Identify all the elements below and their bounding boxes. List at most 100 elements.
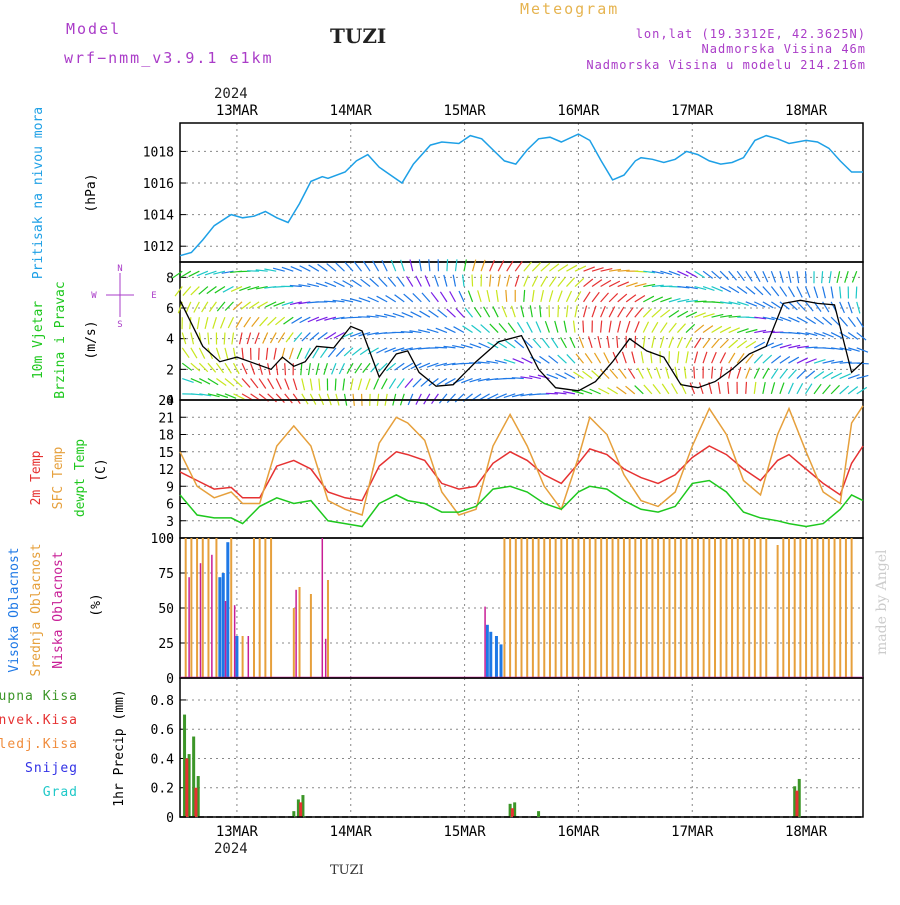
wind-barb-682 (823, 287, 826, 299)
wind-barb-394 (549, 277, 556, 287)
cloud-bar-1-28 (572, 538, 574, 678)
wind-barb-637 (780, 287, 787, 297)
wind-barb-448 (601, 280, 611, 286)
temp-ytick-label-7: 21 (158, 411, 174, 426)
wind-barb-504 (653, 384, 660, 393)
wind-barb-366 (524, 290, 525, 302)
wind-barb-3 (182, 348, 189, 358)
wind-barb-191 (355, 363, 362, 373)
wind-barb-459 (607, 388, 617, 394)
wind-barb-367 (524, 275, 529, 286)
wind-barb-645 (788, 302, 797, 310)
temp-ylabel-sfc: SFC Temp (51, 447, 66, 510)
wind-barb-647 (788, 271, 791, 283)
wind-barb-100 (276, 379, 281, 390)
wind-barb-425 (576, 354, 584, 363)
cloud-bar-1-76 (851, 538, 853, 678)
wind-barb-250 (407, 276, 413, 286)
precip-bar-1-1 (194, 788, 197, 817)
cloud-bar-1-29 (577, 538, 579, 678)
wind-barb-168 (324, 301, 336, 302)
wind-barb-575 (720, 271, 728, 279)
wind-barb-190 (358, 379, 361, 391)
wind-barb-527 (677, 311, 687, 317)
wind-barb-164 (332, 363, 336, 374)
top-date-label-0: 13MAR (216, 103, 259, 119)
wind-barb-359 (515, 261, 522, 271)
cloud-bar-1-1 (190, 538, 192, 678)
wind-barb-473 (626, 307, 633, 317)
wind-barb-297 (455, 394, 464, 402)
wind-barb-541 (694, 367, 695, 379)
wind-barb-135 (310, 394, 315, 405)
wind-barb-55 (234, 379, 243, 387)
wind-barb-99 (276, 394, 284, 403)
cloud-bar-1-46 (674, 538, 676, 678)
wind-barb-482 (635, 308, 643, 317)
wind-barb-508 (660, 323, 667, 333)
wind-barb-110 (285, 363, 286, 375)
wind-barb-439 (592, 280, 602, 287)
wind-barb-453 (607, 336, 609, 348)
wind-barb-490 (643, 322, 648, 333)
wind-barb-498 (652, 336, 654, 348)
wind-barb-163 (335, 379, 336, 391)
wind-barb-287 (447, 259, 448, 271)
wind-barb-196 (352, 280, 362, 287)
wind-barb-666 (814, 384, 821, 394)
compass-s-label: S (117, 320, 122, 330)
cloud-bar-1-57 (737, 538, 739, 678)
wind-barb-20 (199, 363, 207, 372)
wind-barb-375 (532, 290, 534, 302)
wind-barb-577 (729, 367, 732, 379)
wind-barb-361 (512, 378, 524, 379)
cloud-bar-1-48 (686, 538, 688, 678)
wind-barb-374 (530, 305, 532, 317)
year-top: 2024 (214, 86, 248, 102)
wind-barb-275 (429, 310, 439, 317)
wind-barb-205 (361, 279, 370, 286)
cloud-bar-0-1 (222, 573, 225, 678)
wind-barb-675 (823, 385, 831, 394)
precip-legend-2: Zaledj.Kisa (0, 737, 78, 752)
wind-barb-404 (558, 265, 568, 272)
wind-barb-468 (616, 387, 626, 394)
temp-unit: (C) (94, 458, 109, 481)
bottom-date-label-2: 15MAR (444, 824, 487, 840)
cloud-bar-1-63 (777, 545, 779, 678)
wind-barb-382 (536, 322, 541, 333)
wind-barb-551 (703, 352, 707, 363)
wind-barb-183 (344, 348, 353, 356)
wind-barb-460 (610, 369, 618, 378)
wind-barb-630 (780, 383, 784, 394)
wind-barb-632 (780, 356, 790, 363)
wind-ytick-label-4: 8 (166, 271, 174, 286)
cloud-bar-1-31 (589, 538, 591, 678)
cloud-bar-2-7 (322, 538, 324, 678)
wind-barb-542 (695, 352, 698, 364)
precip-ylabel: 1hr Precip (mm) (112, 689, 127, 806)
cloud-bar-1-52 (708, 538, 710, 678)
wind-barb-603 (754, 382, 756, 394)
wind-barb-156 (320, 348, 327, 358)
wind-barb-707 (848, 317, 855, 327)
wind-barb-16 (183, 287, 191, 296)
temp-ytick-label-3: 9 (166, 480, 174, 495)
wind-barb-463 (618, 321, 621, 333)
cloud-ytick-label-4: 100 (151, 532, 174, 547)
precip-bar-0-4 (292, 811, 295, 817)
wind-barb-535 (686, 324, 695, 332)
cloud-unit: (%) (89, 593, 104, 616)
wind-barb-610 (754, 287, 763, 295)
wind-barb-145 (319, 379, 320, 391)
wind-barb-483 (635, 295, 645, 301)
wind-barb-393 (549, 290, 552, 302)
wind-barb-586 (737, 367, 741, 378)
cloud-bar-1-10 (264, 538, 266, 678)
temp-ytick-label-4: 12 (158, 463, 174, 478)
model-elevation-text: Nadmorska Visina u modelu 214.216m (586, 58, 866, 72)
wind-barb-21 (199, 348, 204, 359)
wind-barb-137 (308, 363, 310, 375)
cloud-bar-1-33 (600, 538, 602, 678)
